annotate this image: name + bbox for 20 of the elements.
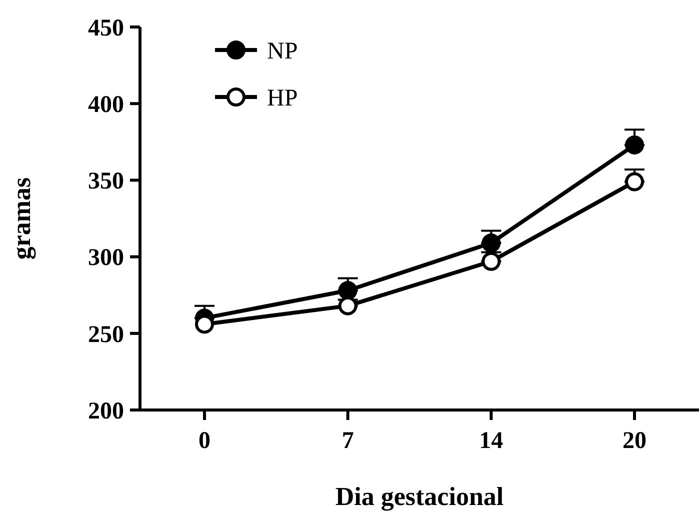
x-tick-label: 0 — [198, 428, 210, 454]
legend-label: HP — [267, 85, 298, 112]
point — [625, 135, 644, 154]
point — [482, 252, 501, 271]
y-tick-label: 350 — [88, 168, 124, 195]
x-tick-label: 20 — [622, 428, 646, 454]
x-tick-label: 14 — [479, 428, 504, 454]
point — [625, 172, 644, 192]
y-tick-label: 200 — [88, 398, 124, 424]
y-tick-label: 450 — [88, 15, 124, 42]
x-axis-title: Dia gestacional — [335, 482, 504, 511]
point — [338, 296, 358, 316]
y-tick-label: 250 — [88, 322, 124, 348]
point — [338, 281, 358, 300]
y-tick-label: 400 — [88, 92, 124, 118]
point — [482, 234, 501, 253]
y-tick-label: 300 — [88, 245, 124, 272]
legend-label: NP — [267, 38, 298, 64]
y-axis-title: gramas — [7, 177, 36, 260]
x-tick-label: 7 — [342, 428, 354, 454]
